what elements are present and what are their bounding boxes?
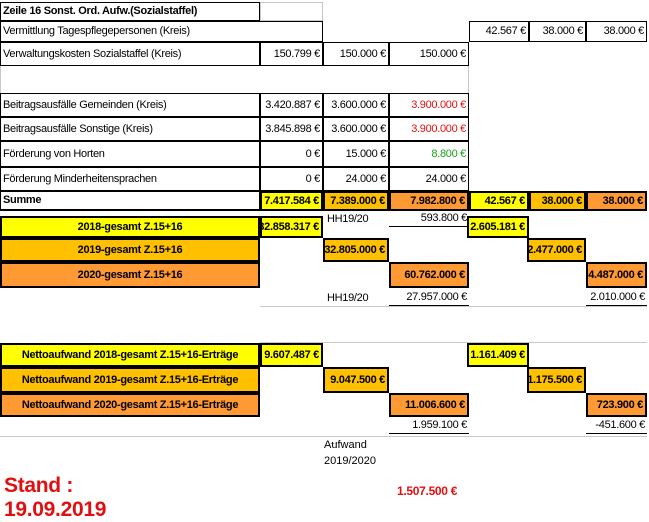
value-cell: 3.600.000 € <box>323 93 389 117</box>
summe-value: 7.982.800 € <box>389 191 469 211</box>
empty-cell <box>260 2 323 21</box>
value-cell-green: 8.800 € <box>389 141 469 167</box>
value-cell-red: 3.900.000 € <box>389 93 469 117</box>
gesamt-2018-label: 2018-gesamt Z.15+16 <box>0 216 260 238</box>
value-cell: 3.420.887 € <box>260 93 323 117</box>
value-cell: 38.000 € <box>586 21 647 42</box>
gesamt-2020-extra: 4.487.000 € <box>586 262 647 288</box>
gesamt-2019-label: 2019-gesamt Z.15+16 <box>0 238 260 262</box>
netto-2019-label: Nettoaufwand 2019-gesamt Z.15+16-Erträge <box>0 367 260 393</box>
diff-value: 1.959.100 € <box>389 418 469 434</box>
value-cell: 3.845.898 € <box>260 117 323 141</box>
netto-2020-extra: 723.900 € <box>586 393 647 417</box>
netto-2018-extra: 1.161.409 € <box>467 343 529 367</box>
value-cell: 150.000 € <box>389 42 469 66</box>
summe-value: 38.000 € <box>529 191 586 211</box>
hh-label: HH19/20 <box>327 291 369 304</box>
hh-value: 593.800 € <box>389 211 469 227</box>
summe-value: 7.389.000 € <box>323 191 389 211</box>
empty-row <box>260 306 647 343</box>
netto-2020-label: Nettoaufwand 2020-gesamt Z.15+16-Erträge <box>0 393 260 417</box>
stand-date: Stand : 19.09.2019 <box>4 474 107 521</box>
value-cell: 38.000 € <box>529 21 586 42</box>
note-dots: .... <box>330 436 341 446</box>
netto-2018-label: Nettoaufwand 2018-gesamt Z.15+16-Erträge <box>0 343 260 367</box>
value-cell: 24.000 € <box>323 167 389 191</box>
value-cell: 24.000 € <box>389 167 469 191</box>
gesamt-2018-value: 32.858.317 € <box>260 216 323 238</box>
row-label: Verwaltungskosten Sozialstaffel (Kreis) <box>0 42 260 66</box>
value-cell: 42.567 € <box>469 21 529 42</box>
value-cell: 150.799 € <box>260 42 323 66</box>
footer-area <box>0 436 647 506</box>
netto-2020-value: 11.006.600 € <box>389 393 469 417</box>
value-cell-red: 3.900.000 € <box>389 117 469 141</box>
gesamt-2018-extra: 2.605.181 € <box>467 216 529 238</box>
summe-value: 7.417.584 € <box>260 191 323 211</box>
spacer-row <box>0 66 469 93</box>
gesamt-2019-extra: 2.477.000 € <box>527 238 586 262</box>
netto-2019-extra: 1.175.500 € <box>527 367 586 393</box>
summe-value: 42.567 € <box>469 191 529 211</box>
summe-value: 38.000 € <box>586 191 647 211</box>
netto-2019-value: 9.047.500 € <box>323 367 389 393</box>
diff-value: -451.600 € <box>586 418 647 434</box>
sheet-title: Zeile 16 Sonst. Ord. Aufw.(Sozialstaffel… <box>0 2 260 21</box>
mehr-aufwand-value: 1.507.500 € <box>397 484 458 498</box>
mehr-aufwand-label: Aufwand 2019/2020 <box>324 439 376 467</box>
hh-value: 27.957.000 € <box>389 290 469 306</box>
gesamt-2020-value: 60.762.000 € <box>389 262 469 288</box>
gesamt-2020-label: 2020-gesamt Z.15+16 <box>0 262 260 288</box>
value-cell: 0 € <box>260 141 323 167</box>
value-cell: 0 € <box>260 167 323 191</box>
value-cell: 3.600.000 € <box>323 117 389 141</box>
row-label: Förderung Minderheitensprachen <box>0 167 260 191</box>
row-label: Förderung von Horten <box>0 141 260 167</box>
row-label: Beitragsausfälle Gemeinden (Kreis) <box>0 93 260 117</box>
gesamt-2019-value: 32.805.000 € <box>323 238 389 262</box>
value-cell: 150.000 € <box>323 42 389 66</box>
summe-label: Summe <box>0 191 260 211</box>
value-cell: 15.000 € <box>323 141 389 167</box>
hh-extra: 2.010.000 € <box>586 290 647 306</box>
netto-2018-value: 9.607.487 € <box>260 343 323 367</box>
hh-label: HH19/20 <box>327 212 369 225</box>
row-label: Vermittlung Tagespflegepersonen (Kreis) <box>0 21 323 42</box>
row-label: Beitragsausfälle Sonstige (Kreis) <box>0 117 260 141</box>
